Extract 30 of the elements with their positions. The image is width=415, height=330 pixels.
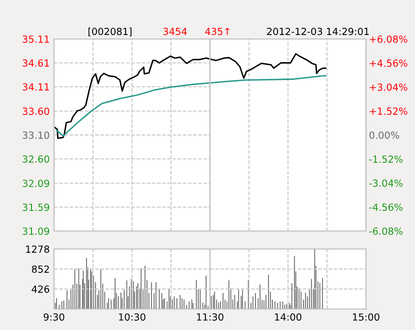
- x-tick-label: 11:30: [197, 313, 224, 321]
- y2-tick-label: +6.08%: [370, 35, 408, 43]
- y2-tick-label: +4.56%: [370, 59, 408, 67]
- y-tick-label: 32.60: [22, 155, 50, 163]
- y-tick-label: 34.61: [22, 59, 49, 67]
- y2-tick-label: -1.52%: [369, 155, 403, 163]
- x-tick-label: 10:30: [119, 313, 146, 321]
- y2-tick-label: -4.56%: [369, 203, 403, 211]
- y2-tick-label: +3.04%: [370, 83, 408, 91]
- text: 3454: [163, 28, 187, 36]
- y2-tick-label: 0.00%: [369, 131, 400, 139]
- text: 2012-12-03 14:29:01: [267, 28, 369, 36]
- x-tick-label: 15:00: [353, 313, 380, 321]
- y-tick-label: 33.60: [22, 108, 50, 115]
- text: 435↑: [205, 28, 230, 36]
- y2-tick-label: -6.08%: [369, 227, 403, 235]
- y-tick-label: 35.11: [22, 35, 49, 43]
- x-tick-label: 9:30: [44, 313, 64, 321]
- y-tick-label: 31.59: [22, 204, 50, 211]
- y-tick-label: 31.09: [22, 227, 50, 235]
- chart-title: [002081]: [88, 28, 132, 36]
- y-tick-label: 426: [32, 285, 50, 293]
- y-tick-label: 852: [32, 265, 49, 273]
- y-tick-label: 34.11: [22, 83, 49, 91]
- x-tick-label: 14:00: [275, 313, 302, 321]
- y2-tick-label: -3.04%: [369, 179, 403, 187]
- y-tick-label: 1278: [26, 245, 50, 253]
- y2-tick-label: +1.52%: [370, 107, 408, 115]
- y-tick-label: 32.09: [22, 180, 50, 188]
- y-tick-label: 33.10: [22, 131, 50, 139]
